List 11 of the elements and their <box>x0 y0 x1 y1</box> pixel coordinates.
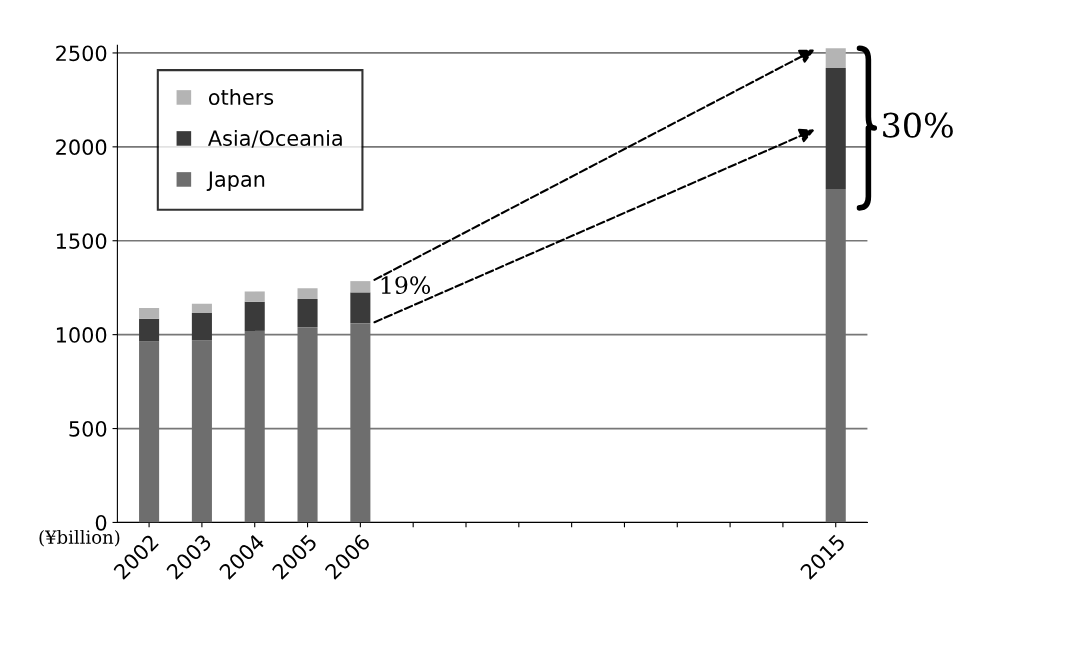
text: 30% <box>883 112 953 138</box>
y-tick-label: 1500 <box>56 233 107 249</box>
legend-label: Asia/Oceania <box>207 129 342 148</box>
y-tick-label: 2000 <box>56 139 107 156</box>
y-tick-label: 2500 <box>56 45 107 62</box>
annotation: 19% <box>381 276 431 295</box>
legend-label: others <box>208 88 274 106</box>
legend-label: Japan <box>206 171 265 192</box>
y-tick-label: 1000 <box>56 327 107 343</box>
y-tick-label: 500 <box>69 421 107 437</box>
y-tick-label: 0 <box>95 514 107 531</box>
